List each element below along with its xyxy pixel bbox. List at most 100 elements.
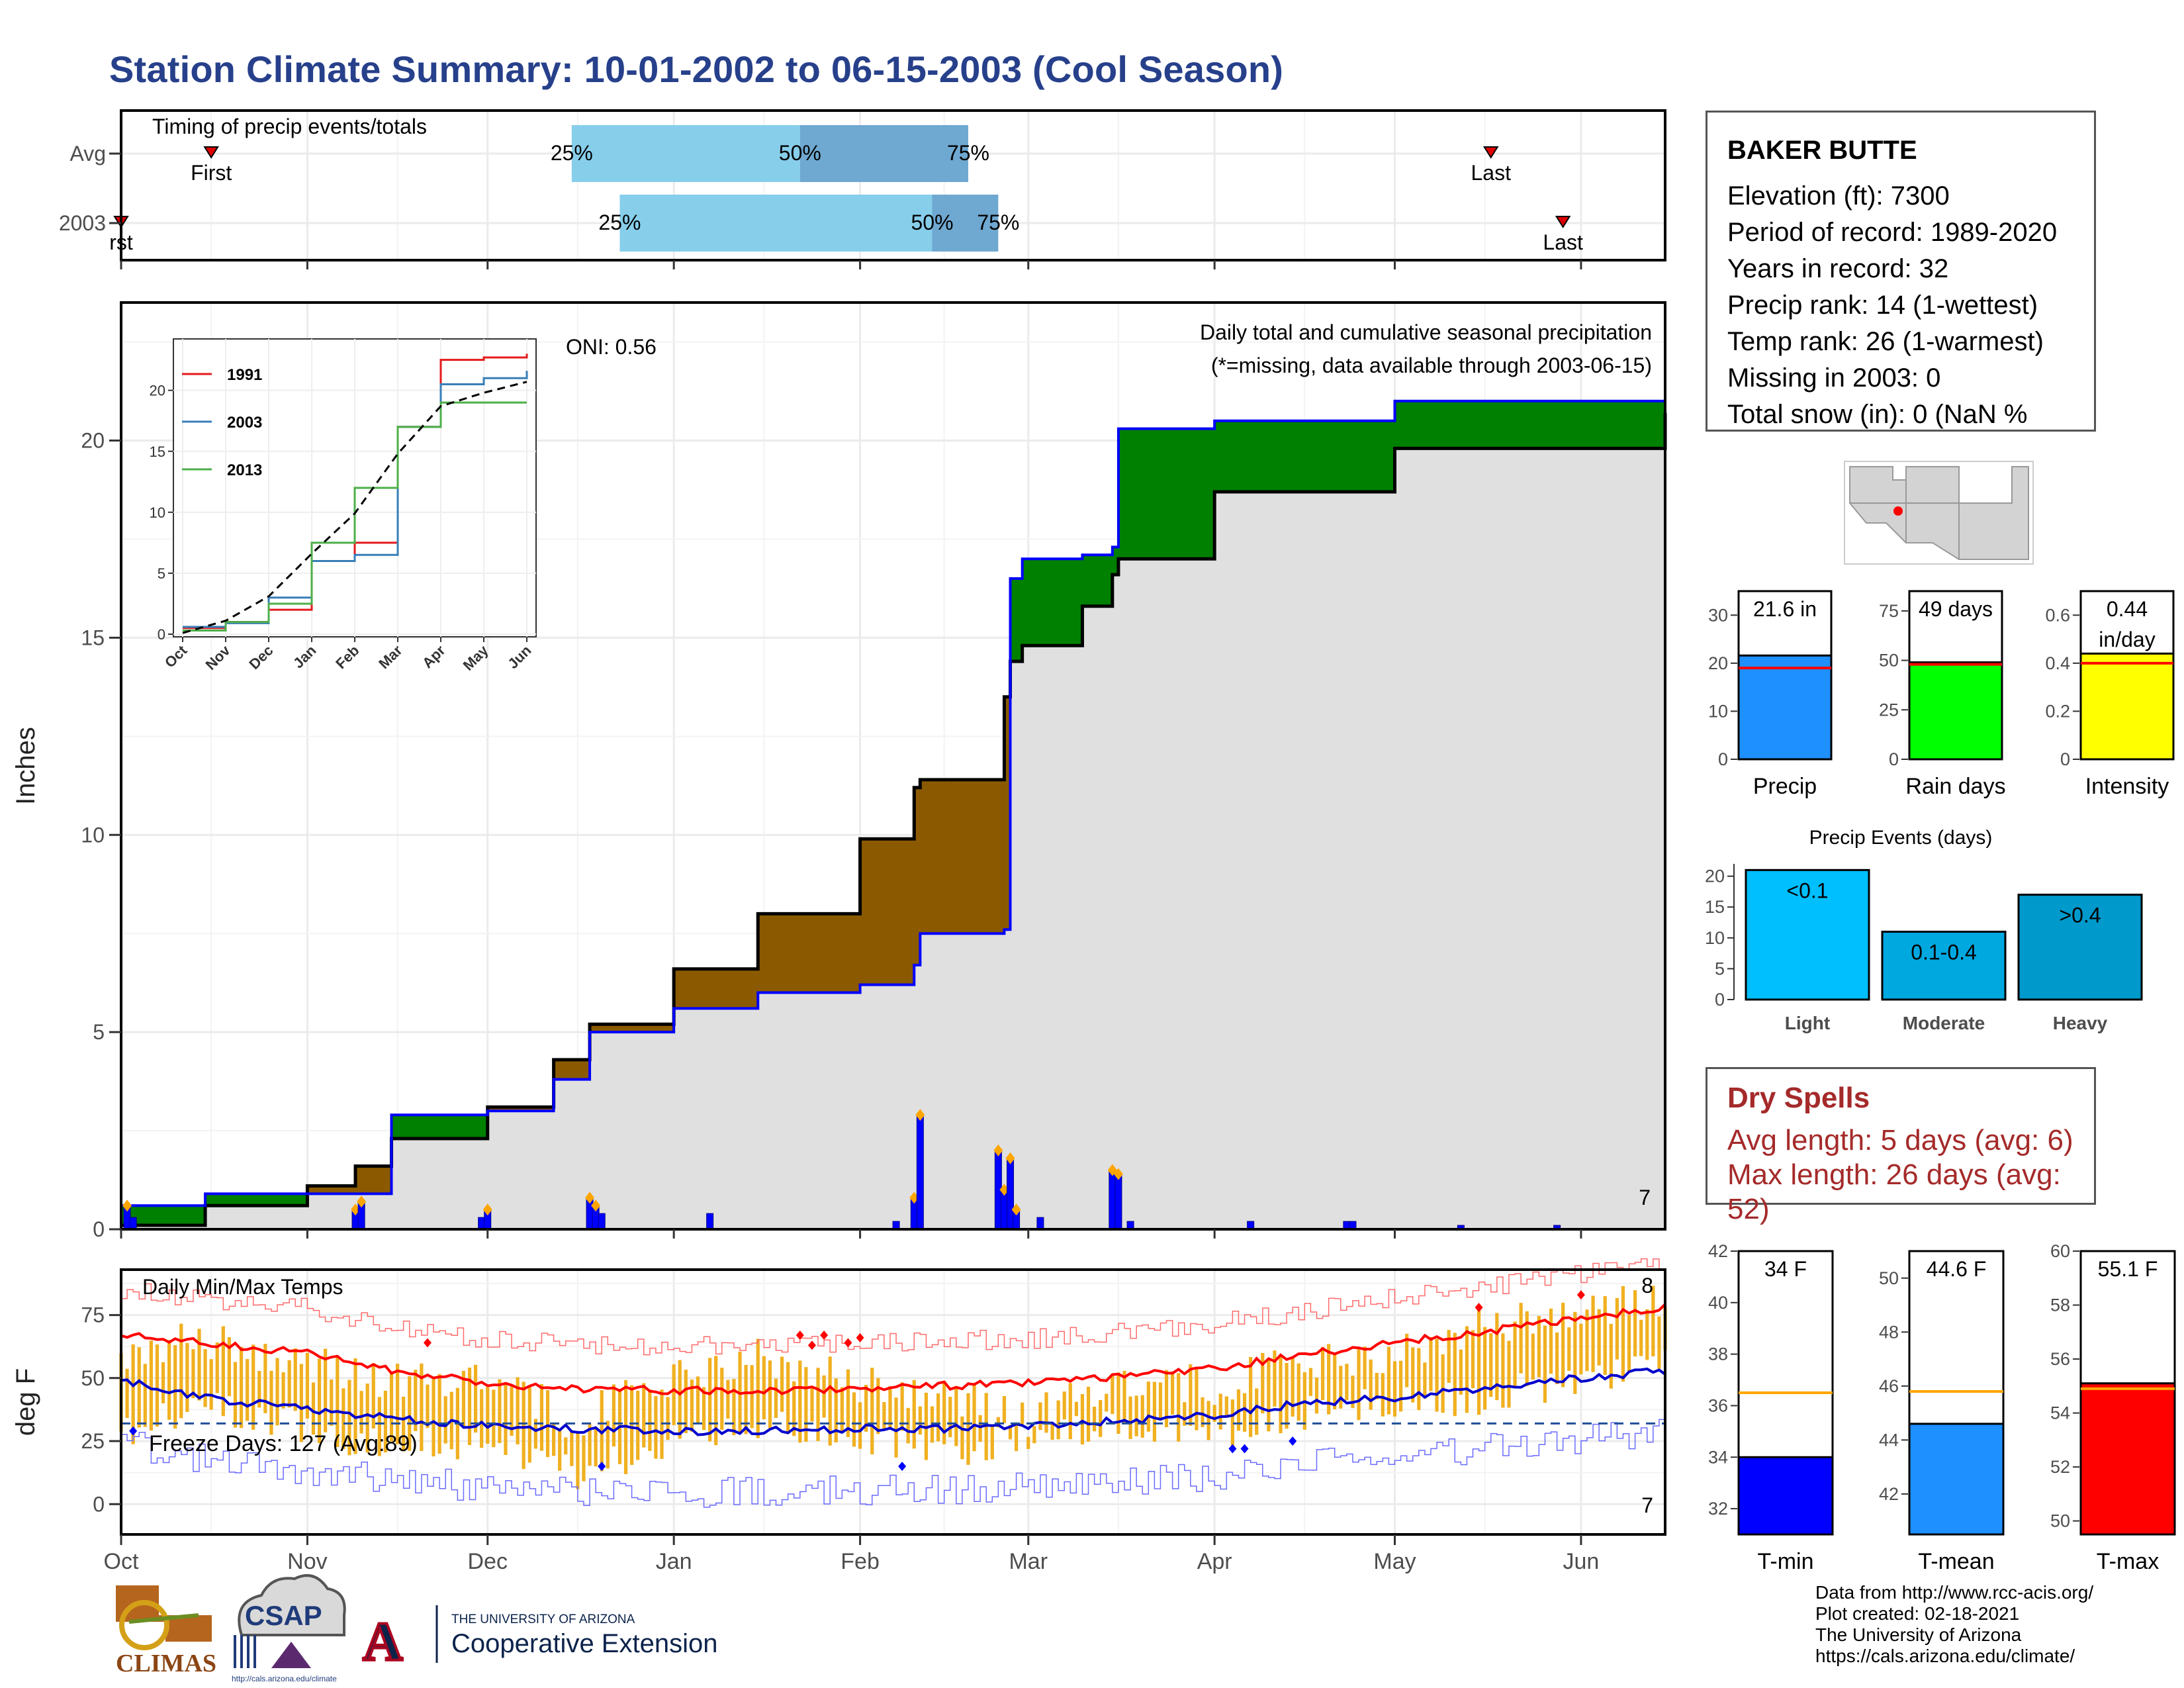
daily-precip-bar	[1007, 1158, 1015, 1230]
daily-temp-bar	[395, 1364, 400, 1444]
daily-temp-bar	[498, 1379, 502, 1443]
small-bar-value-label: 55.1 F	[2098, 1257, 2158, 1281]
daily-temp-bar	[1657, 1316, 1661, 1369]
inset-y-tick-label: 0	[158, 626, 165, 643]
small-bar-value	[1737, 1456, 1834, 1536]
timing-q50-label: 50%	[911, 211, 953, 234]
daily-temp-bar	[912, 1380, 916, 1449]
daily-temp-bar	[527, 1386, 531, 1463]
daily-temp-bar	[539, 1383, 544, 1451]
daily-temp-bar	[1116, 1372, 1120, 1434]
daily-precip-extreme-marker	[909, 1192, 919, 1204]
daily-temp-bar	[1062, 1391, 1066, 1420]
small-y-tick-label: 0	[1718, 749, 1728, 769]
x-axis-tick-label: Oct	[104, 1549, 139, 1574]
daily-precip-extreme-marker	[1011, 1203, 1021, 1216]
timing-q25-label: 25%	[598, 211, 641, 234]
record-low-marker	[1228, 1444, 1237, 1454]
daily-temp-bar	[690, 1380, 694, 1432]
daily-temp-bar	[239, 1346, 244, 1429]
events-y-tick-label: 20	[1705, 867, 1725, 886]
small-bar-category-label: Intensity	[2085, 774, 2169, 799]
daily-temp-bar	[1615, 1297, 1619, 1360]
station-location-marker	[1893, 506, 1903, 516]
daily-precip-extreme-marker	[1113, 1168, 1123, 1180]
daily-temp-bar	[822, 1375, 826, 1418]
daily-temp-bar	[720, 1368, 724, 1430]
timing-label: Timing of precip events/totals	[152, 115, 427, 138]
dry-spells-box: Dry Spells Avg length: 5 days (avg: 6) M…	[1706, 1067, 2096, 1225]
daily-temp-bar	[414, 1370, 418, 1432]
daily-temp-bar	[473, 1364, 478, 1433]
small-bar-category-label: T-min	[1758, 1549, 1814, 1574]
daily-temp-bar	[666, 1397, 670, 1440]
daily-temp-bar	[1189, 1364, 1193, 1426]
daily-temp-bar	[227, 1337, 232, 1397]
daily-temp-bar	[1435, 1338, 1439, 1412]
daily-temp-bar	[564, 1437, 568, 1455]
daily-temp-bar	[804, 1367, 808, 1442]
daily-temp-bar	[383, 1390, 388, 1453]
daily-temp-bar	[714, 1356, 718, 1446]
events-y-tick-label: 15	[1705, 897, 1725, 917]
daily-temp-bar	[1111, 1374, 1115, 1415]
daily-temp-bar	[492, 1389, 496, 1448]
precip-panel: 0 5 10 15 20 Inches Daily total and cumulati…	[11, 301, 1667, 1241]
daily-temp-bar	[246, 1358, 250, 1421]
daily-temp-bar	[864, 1384, 868, 1432]
daily-temp-bar	[1645, 1309, 1649, 1360]
daily-precip-bar	[129, 1217, 137, 1230]
daily-temp-bar	[467, 1367, 472, 1445]
daily-temp-bar	[203, 1349, 207, 1407]
daily-temp-bar	[1585, 1309, 1589, 1372]
daily-temp-bar	[389, 1371, 394, 1442]
daily-precip-extreme-marker	[122, 1199, 132, 1212]
daily-temp-bar	[1392, 1361, 1397, 1417]
daily-temp-bar	[876, 1378, 880, 1434]
record-high-marker	[423, 1338, 432, 1348]
temp-y-tick-label: 75	[81, 1303, 105, 1327]
small-y-tick-label: 32	[1708, 1499, 1728, 1519]
record-low-marker	[1240, 1444, 1249, 1454]
daily-temp-bar	[233, 1362, 238, 1428]
small-y-tick-label: 40	[1708, 1293, 1728, 1313]
freeze-days-label: Freeze Days: 127 (Avg:89)	[149, 1431, 418, 1456]
daily-temp-bar	[1074, 1401, 1078, 1417]
climas-logo-text: CLIMAS	[116, 1650, 216, 1677]
daily-precip-bar	[478, 1217, 486, 1230]
daily-temp-bar	[1128, 1396, 1132, 1439]
daily-temp-bar	[1261, 1352, 1265, 1414]
daily-temp-bar	[1369, 1359, 1373, 1410]
daily-temp-bar	[942, 1380, 946, 1444]
small-bar-value	[2079, 652, 2175, 761]
daily-temp-bar	[948, 1397, 952, 1438]
small-y-tick-label: 0.4	[2045, 653, 2070, 673]
daily-temp-bar	[1230, 1399, 1234, 1446]
small-y-tick-label: 25	[1879, 700, 1899, 720]
small-y-tick-label: 0	[1889, 749, 1899, 769]
timing-panel-frame	[120, 109, 1666, 261]
daily-temp-bar	[432, 1379, 435, 1457]
record-low-marker	[1289, 1436, 1297, 1446]
daily-temp-bar	[588, 1424, 592, 1466]
timing-bar-50-75	[932, 195, 999, 252]
daily-temp-bar	[1291, 1356, 1295, 1417]
daily-temp-bar	[1351, 1376, 1355, 1409]
daily-temp-bar	[1093, 1406, 1097, 1432]
daily-precip-bar	[1036, 1217, 1044, 1230]
timing-row-label-avg: Avg	[69, 142, 106, 165]
record-min-line	[121, 1419, 1666, 1508]
daily-temp-bar	[1411, 1347, 1415, 1403]
daily-temp-bar	[762, 1356, 766, 1420]
daily-temp-bar	[143, 1364, 147, 1427]
summary-bar-intensity: 0 0.2 0.4 0.6 0.44 in/day Intensity	[2045, 590, 2175, 799]
daily-temp-bar	[1513, 1321, 1517, 1389]
inset-legend-label: 2013	[227, 461, 262, 479]
daily-temp-bar	[672, 1364, 676, 1425]
timing-first-label: First	[191, 161, 232, 185]
ua-cooperative-extension-logo: A THE UNIVERSITY OF ARIZONA Cooperative …	[361, 1605, 717, 1674]
small-y-tick-label: 46	[1879, 1376, 1899, 1396]
daily-temp-bar	[696, 1376, 700, 1423]
